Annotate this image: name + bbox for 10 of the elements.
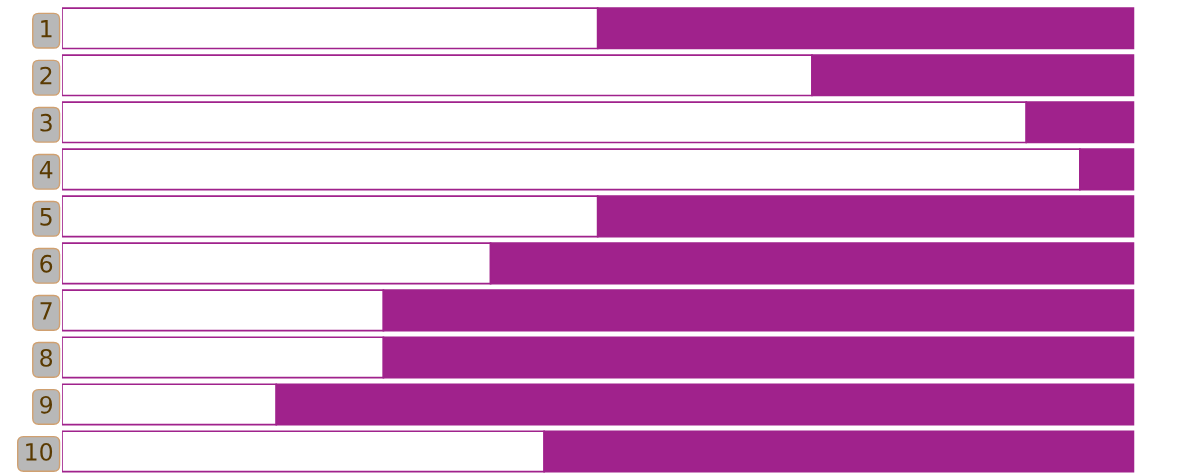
y-tick-label: 4 (39, 161, 53, 179)
y-tick-label: 7 (40, 302, 52, 320)
y-tick-label: 9 (40, 395, 53, 414)
y-tick-label: 1 (41, 20, 52, 38)
y-tick-label: 5 (40, 208, 52, 226)
y-tick-label: 3 (40, 113, 52, 132)
y-tick-label: 6 (40, 254, 53, 273)
y-tick-label: 10 (26, 442, 53, 461)
y-tick-label: 2 (40, 66, 52, 85)
y-tick-label: 8 (40, 348, 53, 367)
